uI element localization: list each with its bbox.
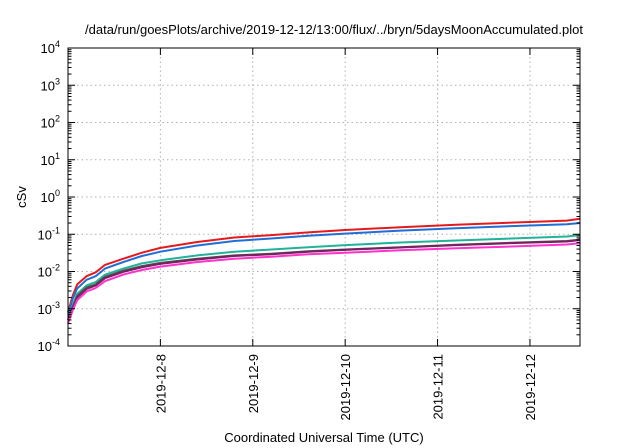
y-tick-label: 10-1	[38, 225, 60, 242]
series-group	[67, 217, 581, 324]
y-tick-label-exponent: -3	[52, 300, 60, 310]
series-line-2	[67, 222, 581, 315]
chart-title: /data/run/goesPlots/archive/2019-12-12/1…	[85, 22, 583, 37]
series-line-6	[67, 242, 581, 324]
y-tick-label: 101	[41, 151, 60, 168]
y-tick-label-exponent: 0	[55, 188, 60, 198]
y-tick-label: 104	[41, 39, 60, 56]
y-tick-label: 100	[41, 188, 60, 205]
y-axis-label: cSv	[14, 186, 29, 208]
x-tick-label: 2019-12-9	[246, 354, 261, 413]
y-tick-label-base: 10	[41, 116, 55, 131]
y-tick-label-exponent: 2	[55, 114, 60, 124]
y-tick-label-exponent: -1	[52, 225, 60, 235]
y-tick-label-base: 10	[38, 302, 52, 317]
y-tick-label-exponent: 4	[55, 39, 60, 49]
y-tick-label: 103	[41, 76, 60, 93]
series-line-1	[67, 217, 581, 313]
series-line-5	[67, 239, 581, 321]
y-tick-label: 10-2	[38, 263, 60, 280]
y-tick-label: 10-4	[38, 337, 60, 354]
y-tick-label-exponent: -4	[52, 337, 60, 347]
x-tick-label: 2019-12-10	[338, 354, 353, 421]
x-tick-label: 2019-12-12	[523, 354, 538, 421]
y-tick-label-base: 10	[38, 227, 52, 242]
y-tick-label-base: 10	[41, 153, 55, 168]
x-axis: 2019-12-8 2019-12-9 2019-12-10 2019-12-11 20…	[153, 48, 538, 421]
x-tick-label: 2019-12-8	[153, 354, 168, 413]
grid-lines	[68, 48, 580, 346]
y-tick-label: 102	[41, 114, 60, 131]
x-tick-label: 2019-12-11	[431, 354, 446, 420]
y-tick-label-exponent: 3	[55, 76, 60, 86]
y-tick-label: 10-3	[38, 300, 60, 317]
y-tick-label-base: 10	[38, 265, 52, 280]
y-tick-label-base: 10	[41, 41, 55, 56]
x-axis-label: Coordinated Universal Time (UTC)	[224, 430, 423, 445]
y-tick-label-base: 10	[41, 78, 55, 93]
y-tick-label-base: 10	[41, 190, 55, 205]
y-tick-label-exponent: 1	[55, 151, 60, 161]
y-tick-label-exponent: -2	[52, 263, 60, 273]
series-line-3	[67, 234, 581, 318]
y-tick-label-base: 10	[38, 339, 52, 354]
